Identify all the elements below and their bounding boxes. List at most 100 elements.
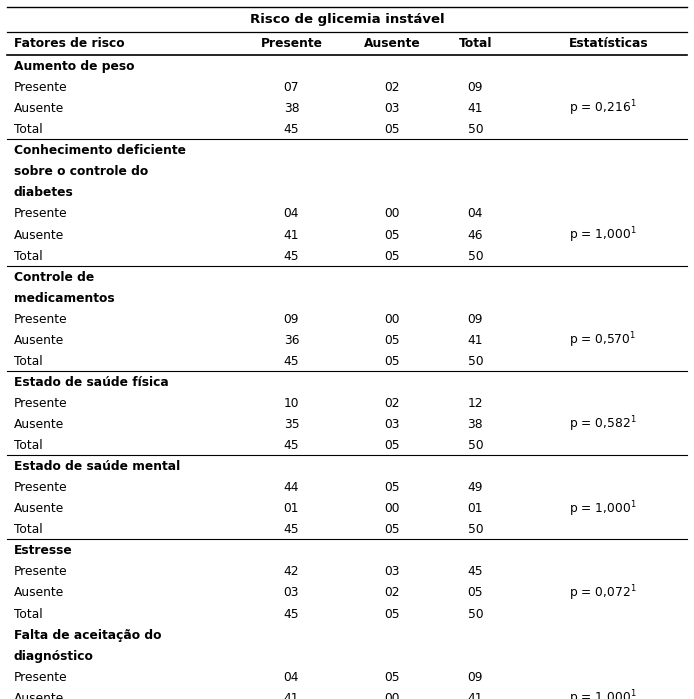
Text: Conhecimento deficiente: Conhecimento deficiente	[14, 144, 186, 157]
Text: Risco de glicemia instável: Risco de glicemia instável	[250, 13, 444, 26]
Text: 44: 44	[284, 481, 299, 494]
Text: Presente: Presente	[14, 670, 67, 684]
Text: 03: 03	[384, 565, 400, 578]
Text: Total: Total	[14, 439, 42, 452]
Text: 03: 03	[284, 586, 299, 600]
Text: p = 0,216$^1$: p = 0,216$^1$	[569, 99, 636, 118]
Text: diagnóstico: diagnóstico	[14, 649, 94, 663]
Text: Estado de saúde física: Estado de saúde física	[14, 376, 169, 389]
Text: Presente: Presente	[14, 208, 67, 220]
Text: 02: 02	[384, 397, 400, 410]
Text: 05: 05	[384, 670, 400, 684]
Text: Ausente: Ausente	[14, 503, 64, 515]
Text: 07: 07	[284, 81, 299, 94]
Text: Estatísticas: Estatísticas	[569, 37, 649, 50]
Text: 05: 05	[384, 123, 400, 136]
Text: 05: 05	[468, 586, 483, 600]
Text: Ausente: Ausente	[14, 692, 64, 699]
Text: 50: 50	[468, 355, 483, 368]
Text: 09: 09	[468, 670, 483, 684]
Text: 03: 03	[384, 102, 400, 115]
Text: 42: 42	[284, 565, 299, 578]
Text: 45: 45	[284, 123, 299, 136]
Text: Ausente: Ausente	[14, 102, 64, 115]
Text: Aumento de peso: Aumento de peso	[14, 60, 135, 73]
Text: Presente: Presente	[260, 37, 323, 50]
Text: Ausente: Ausente	[14, 586, 64, 600]
Text: 12: 12	[468, 397, 483, 410]
Text: Total: Total	[459, 37, 492, 50]
Text: 50: 50	[468, 524, 483, 536]
Text: Ausente: Ausente	[14, 418, 64, 431]
Text: 45: 45	[284, 355, 299, 368]
Text: 00: 00	[384, 692, 400, 699]
Text: 49: 49	[468, 481, 483, 494]
Text: 03: 03	[384, 418, 400, 431]
Text: 41: 41	[468, 334, 483, 347]
Text: p = 1,000$^1$: p = 1,000$^1$	[569, 225, 636, 245]
Text: 36: 36	[284, 334, 299, 347]
Text: Presente: Presente	[14, 81, 67, 94]
Text: 04: 04	[284, 670, 299, 684]
Text: 46: 46	[468, 229, 483, 242]
Text: 05: 05	[384, 355, 400, 368]
Text: 50: 50	[468, 250, 483, 263]
Text: 04: 04	[284, 208, 299, 220]
Text: Ausente: Ausente	[14, 334, 64, 347]
Text: Presente: Presente	[14, 397, 67, 410]
Text: 38: 38	[468, 418, 483, 431]
Text: Presente: Presente	[14, 565, 67, 578]
Text: 41: 41	[468, 692, 483, 699]
Text: Total: Total	[14, 524, 42, 536]
Text: 50: 50	[468, 439, 483, 452]
Text: Total: Total	[14, 355, 42, 368]
Text: 02: 02	[384, 81, 400, 94]
Text: 01: 01	[468, 503, 483, 515]
Text: 50: 50	[468, 607, 483, 621]
Text: 09: 09	[468, 312, 483, 326]
Text: Ausente: Ausente	[14, 229, 64, 242]
Text: 05: 05	[384, 607, 400, 621]
Text: 45: 45	[284, 524, 299, 536]
Text: 09: 09	[468, 81, 483, 94]
Text: 38: 38	[284, 102, 299, 115]
Text: 00: 00	[384, 208, 400, 220]
Text: 05: 05	[384, 439, 400, 452]
Text: 35: 35	[284, 418, 299, 431]
Text: p = 0,072$^1$: p = 0,072$^1$	[569, 583, 636, 603]
Text: 41: 41	[284, 229, 299, 242]
Text: 41: 41	[284, 692, 299, 699]
Text: Ausente: Ausente	[364, 37, 421, 50]
Text: p = 1,000$^1$: p = 1,000$^1$	[569, 689, 636, 699]
Text: 02: 02	[384, 586, 400, 600]
Text: 09: 09	[284, 312, 299, 326]
Text: medicamentos: medicamentos	[14, 291, 115, 305]
Text: 41: 41	[468, 102, 483, 115]
Text: p = 0,582$^1$: p = 0,582$^1$	[569, 415, 636, 434]
Text: 45: 45	[284, 250, 299, 263]
Text: 00: 00	[384, 503, 400, 515]
Text: Estado de saúde mental: Estado de saúde mental	[14, 460, 180, 473]
Text: 04: 04	[468, 208, 483, 220]
Text: diabetes: diabetes	[14, 187, 74, 199]
Text: 01: 01	[284, 503, 299, 515]
Text: sobre o controle do: sobre o controle do	[14, 166, 148, 178]
Text: Falta de aceitação do: Falta de aceitação do	[14, 628, 162, 642]
Text: Controle de: Controle de	[14, 271, 94, 284]
Text: 45: 45	[284, 439, 299, 452]
Text: 05: 05	[384, 229, 400, 242]
Text: 45: 45	[468, 565, 483, 578]
Text: 45: 45	[284, 607, 299, 621]
Text: 05: 05	[384, 524, 400, 536]
Text: 00: 00	[384, 312, 400, 326]
Text: Presente: Presente	[14, 312, 67, 326]
Text: p = 0,570$^1$: p = 0,570$^1$	[569, 331, 636, 350]
Text: 10: 10	[284, 397, 299, 410]
Text: 05: 05	[384, 250, 400, 263]
Text: 50: 50	[468, 123, 483, 136]
Text: Fatores de risco: Fatores de risco	[14, 37, 124, 50]
Text: Total: Total	[14, 607, 42, 621]
Text: 05: 05	[384, 481, 400, 494]
Text: Total: Total	[14, 123, 42, 136]
Text: Presente: Presente	[14, 481, 67, 494]
